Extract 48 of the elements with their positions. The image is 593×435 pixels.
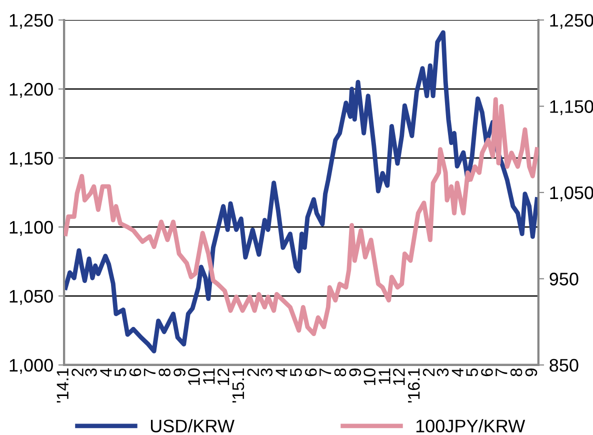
x-tick-label: 3 bbox=[85, 368, 97, 376]
legend-label: USD/KRW bbox=[150, 419, 234, 432]
x-tick-label: 2 bbox=[422, 368, 434, 376]
y2-tick-label: 1,250 bbox=[550, 14, 593, 29]
x-tick-label: 10 bbox=[364, 368, 376, 386]
x-tick-label: 7 bbox=[496, 368, 508, 376]
line-series bbox=[64, 30, 538, 354]
x-tick-label: 6 bbox=[304, 368, 317, 376]
x-tick-label: '14.1 bbox=[56, 368, 68, 403]
x-tick-label: 5 bbox=[290, 368, 302, 376]
y2-tick-label: 1,150 bbox=[550, 100, 593, 116]
x-tick-label: 9 bbox=[174, 368, 186, 376]
y-tick-label: 1,100 bbox=[10, 220, 53, 236]
y-tick-label: 1,050 bbox=[10, 290, 53, 305]
y-tick-label: 1,000 bbox=[10, 358, 53, 374]
x-tick-label: 8 bbox=[158, 368, 171, 376]
y-tick-label: 1,150 bbox=[10, 152, 53, 167]
x-tick-label: 6 bbox=[481, 368, 493, 376]
x-tick-label: 12 bbox=[217, 368, 230, 386]
y2-tick-label: 1,050 bbox=[550, 186, 593, 202]
x-tick-label: 10 bbox=[188, 368, 200, 386]
x-tick-label: 3 bbox=[436, 368, 449, 376]
x-tick-label: 4 bbox=[100, 368, 112, 377]
x-tick-label: 3 bbox=[260, 368, 273, 376]
x-tick-label: 8 bbox=[510, 368, 522, 376]
x-tick-label: '15.1 bbox=[232, 368, 244, 403]
y-tick-label: 1,200 bbox=[10, 82, 53, 98]
x-tick-label: 4 bbox=[452, 368, 464, 377]
x-tick-label: 5 bbox=[114, 368, 126, 376]
x-tick-label: 6 bbox=[129, 368, 142, 376]
x-tick-label: 7 bbox=[320, 368, 332, 376]
y-tick-label: 1,250 bbox=[10, 14, 53, 29]
x-tick-label: 8 bbox=[334, 368, 346, 376]
x-tick-label: 7 bbox=[144, 368, 156, 376]
x-tick-label: '16.1 bbox=[408, 368, 420, 403]
line-series bbox=[64, 97, 538, 336]
x-tick-label: 9 bbox=[525, 368, 538, 376]
x-tick-label: 5 bbox=[466, 368, 478, 376]
x-tick-label: 11 bbox=[378, 368, 390, 384]
x-tick-label: 11 bbox=[203, 368, 215, 384]
x-tick-label: 12 bbox=[393, 368, 405, 386]
x-tick-label: 2 bbox=[247, 368, 259, 376]
x-tick-label: 9 bbox=[349, 368, 362, 376]
y2-tick-label: 950 bbox=[550, 272, 578, 286]
legend-label: 100JPY/KRW bbox=[416, 419, 526, 432]
y2-tick-label: 850 bbox=[550, 358, 578, 372]
x-tick-label: 4 bbox=[276, 368, 288, 377]
x-tick-label: 2 bbox=[72, 368, 84, 376]
